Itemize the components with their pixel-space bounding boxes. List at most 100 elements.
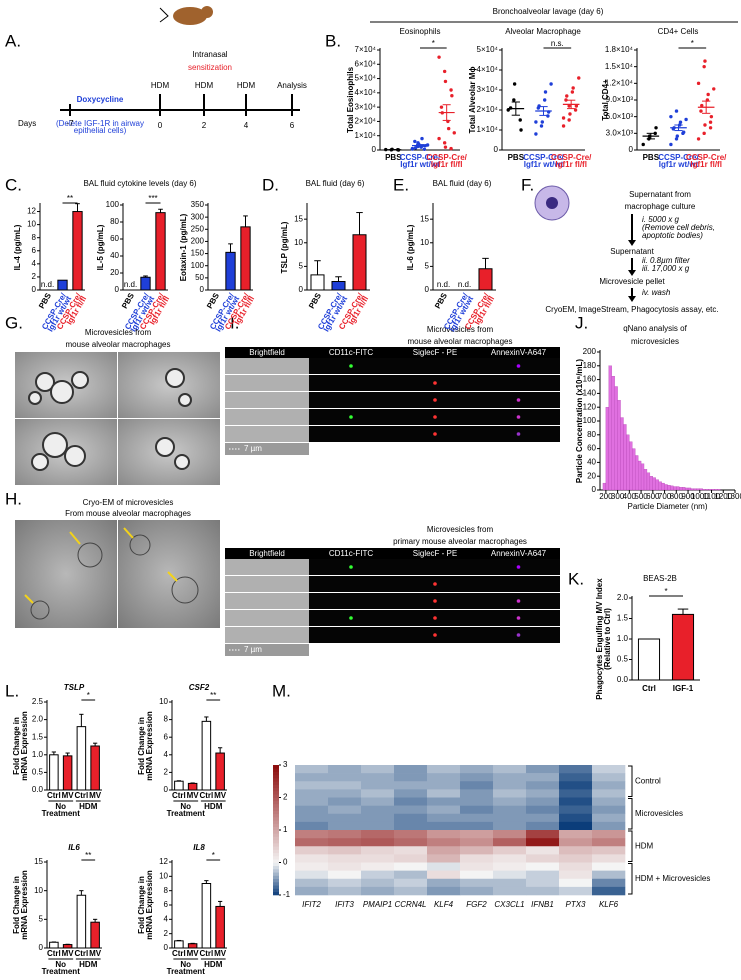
y-tick-label: 4 xyxy=(32,259,37,268)
heat-cell xyxy=(526,805,560,815)
colorbar-label: 1 xyxy=(283,825,288,834)
data-point xyxy=(574,104,579,108)
heat-cell xyxy=(559,862,593,871)
heat-cell xyxy=(592,781,626,790)
hist-bar xyxy=(626,434,630,491)
colorbar-step xyxy=(273,820,279,824)
hist-bar xyxy=(620,417,624,491)
heat-cell xyxy=(394,838,428,847)
heat-cell xyxy=(493,797,527,806)
hist-bar xyxy=(649,476,653,491)
heat-cell xyxy=(493,821,527,831)
column-label: KLF4 xyxy=(434,900,454,909)
x-tick-label: PBS xyxy=(643,153,660,162)
x-tick-label: Ctrl xyxy=(199,949,213,958)
y-tick-label: 12 xyxy=(27,207,36,216)
fluor-dot xyxy=(433,432,437,436)
a-step: HDM xyxy=(151,81,170,90)
data-point xyxy=(567,118,571,122)
data-point xyxy=(675,134,679,138)
data-point xyxy=(561,124,566,128)
y-tick-label: 1.5 xyxy=(32,732,44,741)
x-tick-label: Ctrl xyxy=(172,791,186,800)
heat-cell xyxy=(328,821,362,831)
heat-cell xyxy=(328,854,362,863)
data-point xyxy=(684,117,688,122)
x-tick-label: CCSP-Cre/ xyxy=(426,153,467,162)
row-group-label: Control xyxy=(635,776,661,785)
heat-cell xyxy=(295,838,329,847)
heat-cell xyxy=(427,886,461,896)
hist-bar xyxy=(670,485,674,491)
y-tick-label: 15 xyxy=(294,214,303,223)
f-step: Microvesicle pellet xyxy=(599,277,665,286)
day: -7 xyxy=(66,119,74,128)
mouse-icon xyxy=(173,7,207,25)
row-group-label: Microvesicles xyxy=(635,809,683,818)
group-label: Treatment xyxy=(167,967,206,976)
heat-cell xyxy=(493,781,527,790)
heat-cell xyxy=(493,813,527,823)
y-tick-label: 250 xyxy=(191,224,205,233)
f-arrowhead xyxy=(628,270,636,276)
chart-title: BAL fluid (day 6) xyxy=(433,179,492,188)
sig-label: ** xyxy=(85,851,91,860)
heat-cell xyxy=(361,846,395,855)
heat-cell xyxy=(394,886,428,896)
drug-note: epithelial cells) xyxy=(74,126,127,135)
colorbar-step xyxy=(273,846,279,850)
y-tick-label: 0.5 xyxy=(32,768,44,777)
cryo-image xyxy=(15,520,117,628)
day: 0 xyxy=(158,121,163,130)
y-tick-label: 5×10⁴ xyxy=(355,74,377,83)
heat-cell xyxy=(559,886,593,896)
heat-cell xyxy=(559,878,593,888)
y-tick-label: 100 xyxy=(583,416,597,425)
day: 4 xyxy=(244,121,249,130)
heat-cell xyxy=(295,870,329,880)
heat-cell xyxy=(526,821,560,831)
heat-cell xyxy=(295,862,329,871)
x-tick-label: MV xyxy=(214,791,227,800)
y-tick-label: 0 xyxy=(164,785,169,794)
hist-bar xyxy=(623,424,627,491)
x-tick-label: CCSP-Cre/ xyxy=(523,153,564,162)
heat-cell xyxy=(394,821,428,831)
y-tick-label: 3×10⁴ xyxy=(477,85,499,94)
channel-label: AnnexinV-A647 xyxy=(491,549,547,558)
heat-cell xyxy=(295,805,329,815)
y-tick-label: 0 xyxy=(629,145,634,154)
bar xyxy=(49,941,59,949)
scale-strip xyxy=(225,443,309,455)
chart-title: CSF2 xyxy=(189,683,210,692)
heat-cell xyxy=(526,846,560,855)
bar xyxy=(478,268,493,291)
heat-cell xyxy=(559,838,593,847)
hist-bar xyxy=(638,460,642,491)
colorbar-step xyxy=(273,862,279,867)
drug: Doxycycline xyxy=(77,95,124,104)
bar xyxy=(201,720,212,791)
y-tick-label: 2×10⁴ xyxy=(355,117,377,126)
f-note: iii. 17,000 x g xyxy=(642,264,690,273)
data-point xyxy=(669,114,673,119)
colorbar-step xyxy=(273,807,279,811)
g-title: mouse alveolar macrophages xyxy=(66,340,171,349)
y-tick-label: 2 xyxy=(164,768,169,777)
f-step: Supernatant from xyxy=(629,190,691,199)
heat-cell xyxy=(394,813,428,823)
data-point xyxy=(534,132,538,136)
data-point xyxy=(443,145,448,149)
x-tick-label: Ctrl xyxy=(47,791,61,800)
fluor-dot xyxy=(516,432,521,436)
heat-cell xyxy=(328,773,362,782)
heat-cell xyxy=(460,797,494,806)
hist-bar xyxy=(608,365,612,491)
chart-title: Alveolar Macrophage xyxy=(505,27,581,36)
column-label: PMAIP1 xyxy=(363,900,392,909)
colorbar-step xyxy=(273,787,279,792)
fluor-dot xyxy=(349,565,353,569)
heat-cell xyxy=(592,886,626,896)
heat-cell xyxy=(592,846,626,855)
